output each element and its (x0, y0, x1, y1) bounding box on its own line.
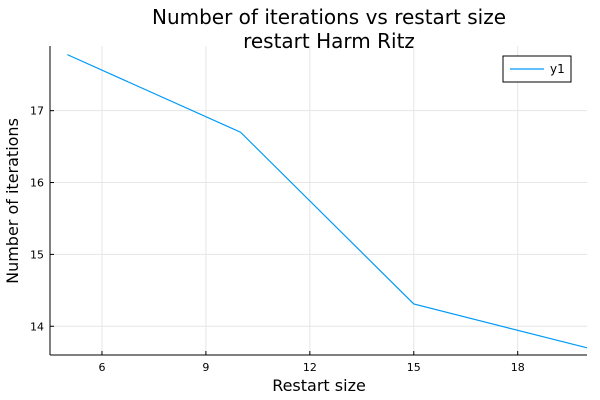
x-tick-label: 18 (511, 361, 525, 374)
axes (49, 46, 587, 356)
legend: y1 (502, 55, 572, 83)
x-tick-label: 6 (98, 361, 105, 374)
grid (50, 46, 587, 355)
x-axis-label: Restart size (272, 376, 366, 395)
x-tick-label: 9 (202, 361, 209, 374)
x-tick-label: 15 (407, 361, 421, 374)
y-tick-label: 16 (30, 177, 44, 190)
y-tick-label: 15 (30, 248, 44, 261)
series-layer (67, 54, 588, 349)
y-tick-label: 17 (30, 105, 44, 118)
series-line-y1 (67, 54, 588, 349)
x-tick-label: 12 (303, 361, 317, 374)
chart-subtitle: restart Harm Ritz (243, 29, 415, 53)
legend-label-y1: y1 (550, 62, 565, 76)
chart-title: Number of iterations vs restart size (152, 5, 506, 29)
y-axis-label: Number of iterations (3, 118, 22, 284)
y-tick-label: 14 (30, 320, 44, 333)
ticks: 6 9 12 15 18 14 15 16 17 (30, 105, 525, 374)
